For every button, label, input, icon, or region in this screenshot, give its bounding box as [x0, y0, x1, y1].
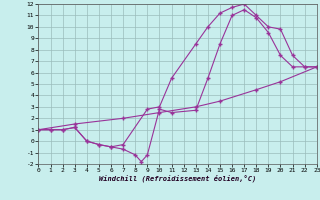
- X-axis label: Windchill (Refroidissement éolien,°C): Windchill (Refroidissement éolien,°C): [99, 175, 256, 182]
